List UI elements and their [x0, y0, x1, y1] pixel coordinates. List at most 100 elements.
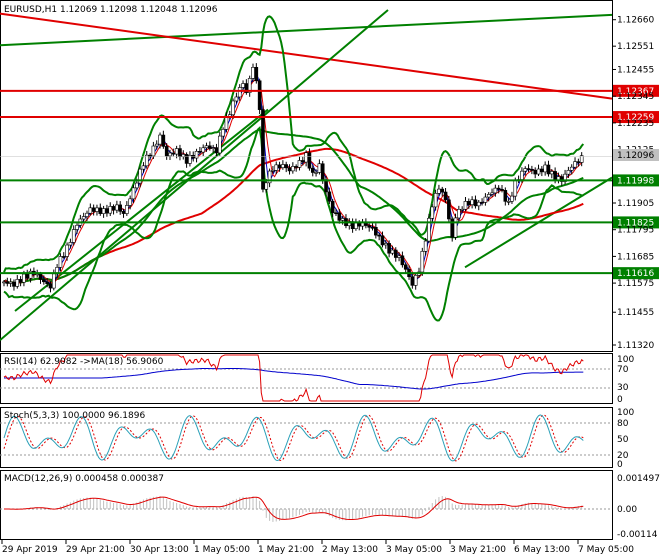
- candle-body: [337, 212, 342, 221]
- candle-body: [211, 147, 215, 149]
- price-tick-label: 1.11455: [617, 308, 654, 318]
- candle-body: [178, 148, 182, 157]
- time-tick-label: 30 Apr 13:00: [130, 545, 189, 555]
- horizontal-levels: 1.12367 1.12259 1.11998 1.11825 1.11616: [0, 84, 659, 280]
- time-tick-label: 2 May 13:00: [322, 545, 378, 555]
- stoch-tick-80: 80: [617, 419, 629, 429]
- candle-body: [204, 145, 209, 149]
- candle-body: [473, 199, 478, 207]
- rsi-tick-70: 70: [617, 365, 629, 375]
- candle-body: [423, 240, 428, 252]
- candle-body: [267, 170, 272, 184]
- candle-body: [330, 200, 335, 214]
- trendline-green-upper: [0, 13, 613, 47]
- candle-body: [42, 279, 46, 283]
- candle-body: [154, 143, 159, 147]
- candle-body: [453, 217, 458, 238]
- candle-body: [125, 205, 129, 214]
- candle-body: [553, 171, 557, 181]
- candle-body: [198, 151, 202, 153]
- candle-body: [520, 170, 524, 180]
- price-tick-label: 1.11685: [617, 252, 654, 262]
- price-tick-label: 1.12345: [617, 92, 654, 102]
- level-tag-label: 1.11825: [617, 218, 654, 228]
- candle-body: [490, 192, 494, 195]
- candle-body: [510, 195, 514, 202]
- time-tick-label: 3 May 21:00: [450, 545, 506, 555]
- candle-body: [244, 83, 249, 93]
- candle-body: [304, 152, 308, 163]
- candle-body: [310, 167, 315, 173]
- candle-body: [71, 229, 76, 243]
- candle-body: [274, 164, 279, 171]
- candle-body: [503, 190, 508, 202]
- rsi-tick-100: 100: [617, 355, 634, 365]
- candle-body: [128, 198, 132, 206]
- candle-body: [300, 160, 305, 163]
- candle-body: [433, 193, 438, 208]
- time-tick-label: 29 Apr 21:00: [66, 545, 125, 555]
- stoch-tick-0: 0: [617, 460, 623, 470]
- candle-body: [324, 179, 328, 193]
- candle-body: [51, 273, 56, 289]
- candle-body: [387, 243, 391, 254]
- candle-body: [470, 199, 474, 205]
- candle-body: [410, 276, 415, 286]
- price-tick-label: 1.12551: [617, 42, 654, 52]
- time-tick-label: 6 May 13:00: [514, 545, 570, 555]
- candle-body: [131, 187, 136, 200]
- candle-body: [164, 146, 169, 157]
- candle-body: [533, 170, 538, 175]
- candle-body: [105, 208, 109, 214]
- candle-body: [95, 207, 99, 212]
- level-tag: [613, 174, 659, 187]
- candle-body: [85, 212, 89, 217]
- time-tick-label: 3 May 05:00: [386, 545, 442, 555]
- candle-body: [168, 152, 172, 157]
- candle-body: [247, 78, 252, 93]
- candle-body: [218, 135, 222, 154]
- macd-title: MACD(12,26,9) 0.000458 0.000387: [4, 474, 164, 484]
- candle-body: [506, 200, 511, 203]
- candle-body: [480, 201, 484, 204]
- candle-body: [115, 204, 119, 211]
- candle-body: [81, 216, 86, 220]
- rsi-ma-line: [4, 368, 584, 390]
- candle-body: [393, 249, 398, 258]
- candle-body: [148, 154, 152, 157]
- candle-body: [397, 255, 401, 258]
- candle-body: [101, 208, 106, 214]
- level-tag-label: 1.11998: [617, 176, 654, 186]
- candle-body: [111, 206, 116, 211]
- candle-body: [540, 168, 544, 173]
- price-tick-label: 1.11795: [617, 226, 654, 236]
- candle-body: [390, 249, 395, 254]
- candle-body: [18, 279, 23, 283]
- candle-body: [357, 222, 362, 227]
- candle-body: [214, 147, 219, 154]
- candle-body: [500, 189, 504, 191]
- candle-body: [261, 109, 265, 190]
- candle-body: [98, 207, 103, 214]
- candle-body: [307, 152, 312, 169]
- candle-body: [251, 67, 255, 79]
- candle-body: [483, 196, 488, 203]
- candle-body: [403, 264, 408, 270]
- candle-body: [457, 209, 461, 219]
- candle-body: [493, 187, 498, 194]
- trendline-red: [0, 12, 613, 100]
- candle-body: [367, 225, 372, 228]
- macd-tick-zero: 0.00: [617, 505, 637, 515]
- candle-body: [2, 281, 6, 284]
- candle-body: [201, 147, 205, 153]
- candle-body: [530, 169, 534, 171]
- candle-body: [549, 171, 554, 175]
- candle-body: [28, 270, 33, 279]
- time-tick-label: 1 May 05:00: [194, 545, 250, 555]
- candle-body: [174, 148, 179, 155]
- stoch-main-line: [3, 414, 584, 462]
- candle-body: [91, 207, 96, 212]
- candle-body: [15, 279, 20, 287]
- candle-body: [58, 256, 63, 268]
